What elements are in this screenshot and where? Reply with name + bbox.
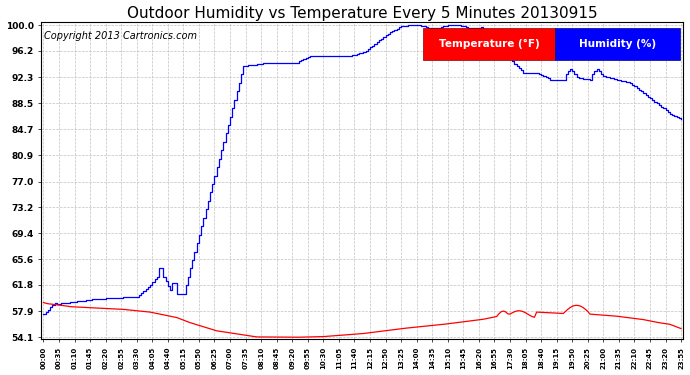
FancyBboxPatch shape — [423, 28, 555, 60]
Text: Copyright 2013 Cartronics.com: Copyright 2013 Cartronics.com — [44, 31, 197, 41]
Text: Humidity (%): Humidity (%) — [579, 39, 656, 49]
Text: Temperature (°F): Temperature (°F) — [439, 39, 540, 49]
Title: Outdoor Humidity vs Temperature Every 5 Minutes 20130915: Outdoor Humidity vs Temperature Every 5 … — [127, 6, 598, 21]
FancyBboxPatch shape — [555, 28, 680, 60]
